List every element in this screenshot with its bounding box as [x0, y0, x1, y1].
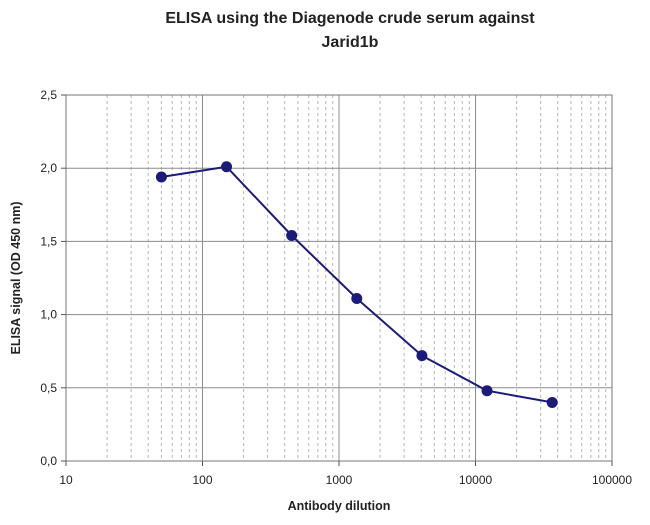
y-tick-label: 0,0 [40, 454, 57, 468]
data-point [155, 171, 167, 183]
x-tick-label: 10000 [459, 473, 493, 487]
y-tick-label: 1,0 [40, 308, 57, 322]
axis-ticks: 0,0 0,5 1,0 1,5 2,0 2,5 10 100 1000 10000 100000 [40, 88, 632, 487]
y-tick-label: 2,5 [40, 88, 57, 102]
data-point [481, 385, 493, 397]
chart-title-line-2: Jarid1b [322, 34, 379, 51]
data-point [416, 350, 428, 362]
y-tick-label: 0,5 [40, 381, 57, 395]
x-tick-label: 100000 [592, 473, 632, 487]
y-tick-label: 2,0 [40, 161, 57, 175]
y-axis-label: ELISA signal (OD 450 nm) [9, 201, 23, 354]
data-point [286, 230, 298, 242]
x-tick-label: 100 [192, 473, 212, 487]
data-point [546, 396, 558, 408]
x-tick-label: 10 [59, 473, 73, 487]
data-point [221, 161, 233, 173]
x-axis-label: Antibody dilution [288, 499, 391, 513]
data-point [351, 292, 363, 304]
y-tick-label: 1,5 [40, 234, 57, 248]
series [155, 161, 558, 408]
x-tick-label: 1000 [326, 473, 353, 487]
chart-title-line-1: ELISA using the Diagenode crude serum ag… [165, 10, 535, 27]
